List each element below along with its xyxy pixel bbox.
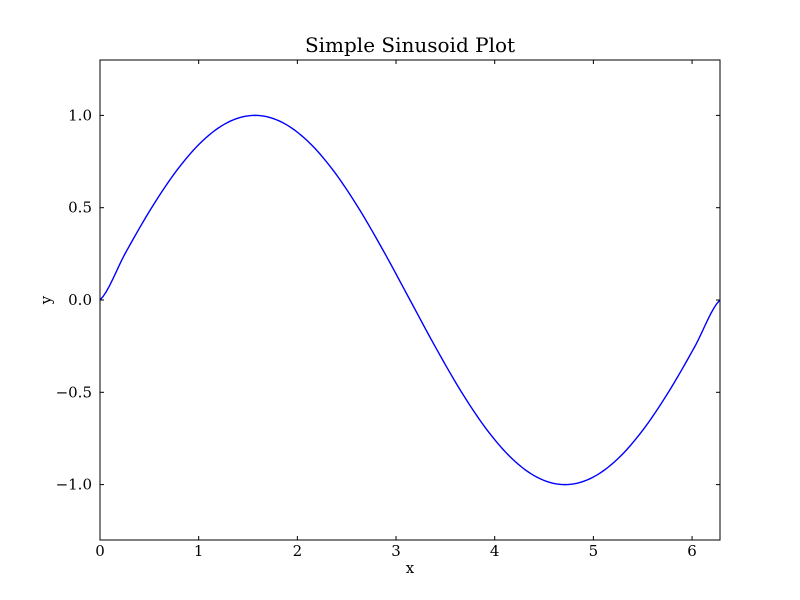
- y-axis-label: y: [37, 295, 55, 305]
- x-tick-label: 0: [95, 542, 105, 560]
- series-path: [99, 114, 721, 486]
- y-tick-label: −0.5: [56, 383, 92, 401]
- ticks-layer: 0 1 2 3 4 5 6 −1.0 −0.5 0.0 0.5 1.0: [56, 60, 720, 560]
- x-tick-label: 5: [589, 542, 599, 560]
- x-tick-label: 1: [194, 542, 204, 560]
- series-line: [99, 114, 721, 486]
- x-tick-label: 4: [490, 542, 500, 560]
- x-tick-label: 3: [391, 542, 401, 560]
- series-layer: [99, 114, 721, 486]
- axes-frame: [99, 59, 721, 541]
- chart-title: Simple Sinusoid Plot: [305, 33, 515, 57]
- y-tick-label: 0.0: [68, 291, 92, 309]
- y-tick-label: 0.5: [68, 199, 92, 217]
- y-tick-label: −1.0: [56, 476, 92, 494]
- y-tick-label: 1.0: [68, 106, 92, 124]
- x-axis-label: x: [406, 559, 415, 577]
- x-tick-label: 6: [687, 542, 697, 560]
- x-tick-label: 2: [293, 542, 303, 560]
